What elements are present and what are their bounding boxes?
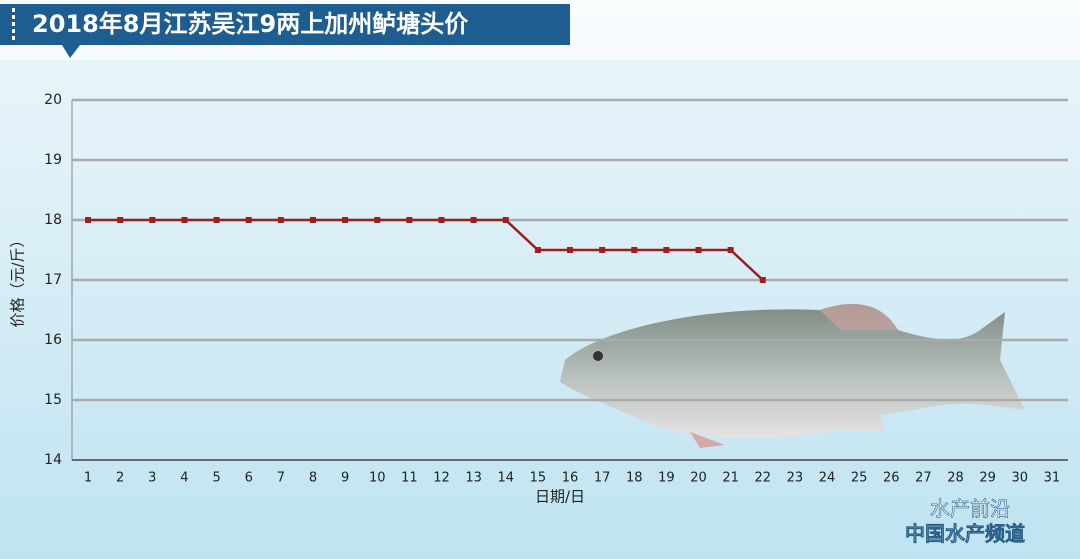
point-marker: [374, 217, 381, 223]
x-tick-label: 19: [658, 471, 675, 486]
point-marker: [309, 217, 316, 223]
y-tick-label: 15: [44, 392, 62, 408]
point-marker: [277, 217, 284, 223]
x-tick-label: 24: [819, 471, 836, 486]
x-tick-label: 9: [341, 471, 349, 486]
x-tick-label: 11: [401, 471, 418, 486]
x-tick-label: 6: [245, 471, 253, 486]
y-tick-label: 14: [44, 452, 62, 468]
point-marker: [567, 247, 573, 253]
x-tick-label: 4: [180, 471, 188, 486]
y-tick-label: 16: [44, 332, 62, 348]
y-tick-label: 19: [44, 152, 62, 168]
x-tick-label: 18: [626, 471, 643, 486]
title-dots: [12, 8, 15, 40]
series-line: [88, 218, 764, 281]
x-tick-label: 20: [690, 471, 707, 486]
x-tick-label: 12: [433, 471, 450, 486]
watermark: 水产前沿: [930, 497, 1010, 521]
x-tick-label: 26: [883, 471, 900, 486]
point-marker: [695, 247, 702, 253]
x-tick-label: 8: [309, 471, 317, 486]
y-tick-label: 17: [44, 272, 62, 288]
y-tick-label: 20: [44, 92, 62, 108]
y-tick-label: 18: [44, 212, 62, 228]
x-tick-label: 27: [915, 471, 932, 486]
x-tick-label: 23: [787, 471, 804, 486]
point-marker: [534, 247, 541, 253]
x-tick-label: 30: [1012, 471, 1029, 486]
x-tick-label: 5: [212, 471, 220, 486]
x-tick-label: 2: [116, 471, 124, 486]
x-tick-label: 14: [497, 471, 514, 486]
point-marker: [663, 247, 670, 253]
point-marker: [599, 247, 606, 253]
point-marker: [245, 217, 252, 223]
fish-image: [560, 304, 1025, 448]
title-bar: [0, 4, 570, 58]
x-tick-label: 15: [530, 471, 547, 486]
x-tick-label: 16: [562, 471, 579, 486]
point-marker: [470, 217, 477, 223]
y-axis-label: 价格（元/斤）: [9, 232, 27, 327]
x-axis-label: 日期/日: [535, 488, 585, 506]
x-tick-label: 1: [84, 471, 92, 486]
point-marker: [181, 217, 188, 223]
x-tick-label: 3: [148, 471, 156, 486]
x-tick-label: 10: [369, 471, 386, 486]
point-marker: [342, 217, 349, 223]
chart-title: 2018年8月江苏吴江9两上加州鲈塘头价: [32, 10, 469, 38]
x-tick-label: 28: [947, 471, 964, 486]
point-marker: [213, 217, 220, 223]
point-marker: [117, 217, 124, 223]
x-tick-label: 21: [722, 471, 739, 486]
x-tick-label: 25: [851, 471, 868, 486]
point-marker: [406, 217, 413, 223]
x-tick-label: 7: [277, 471, 285, 486]
x-tick-label: 29: [979, 471, 996, 486]
x-tick-label: 17: [594, 471, 611, 486]
point-marker: [759, 277, 766, 283]
point-marker: [727, 247, 734, 253]
x-tick-label: 13: [465, 471, 482, 486]
point-marker: [149, 217, 156, 223]
point-marker: [438, 217, 445, 223]
x-tick-label: 31: [1044, 471, 1061, 486]
point-marker: [85, 217, 92, 223]
point-marker: [502, 217, 509, 223]
x-tick-label: 22: [755, 471, 772, 486]
point-marker: [631, 247, 638, 253]
watermark: 中国水产频道: [905, 522, 1025, 546]
